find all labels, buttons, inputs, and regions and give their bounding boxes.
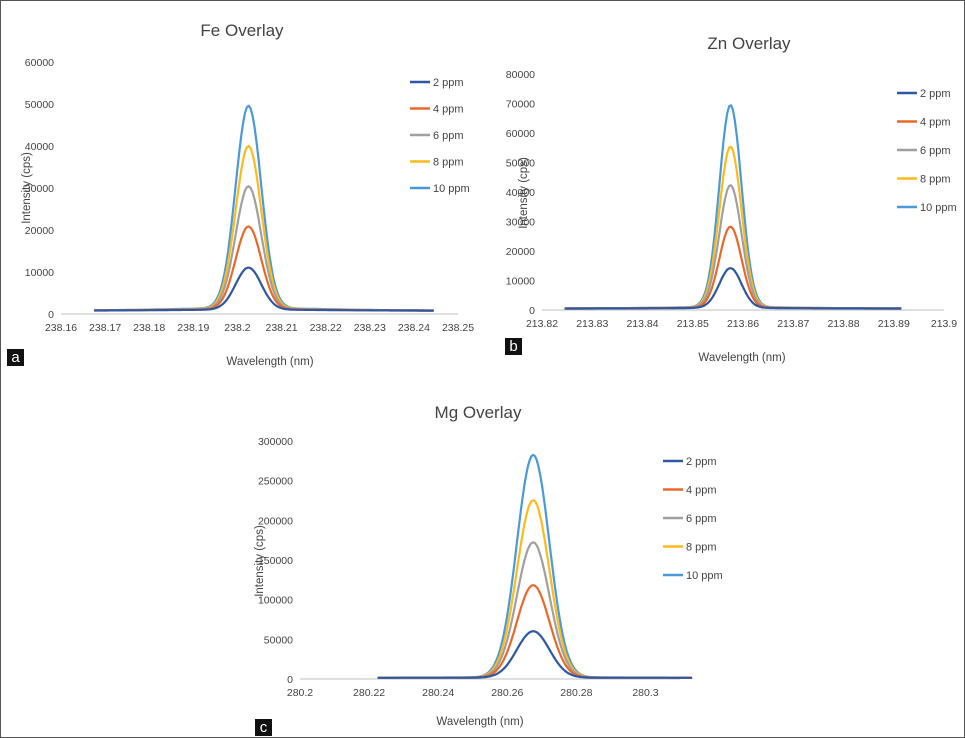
fe-y-tick-label: 0 [48,309,54,321]
panel-label-a: a [7,349,24,366]
zn-legend-label: 6 ppm [920,145,951,157]
fe-series-line-10-ppm [94,104,434,312]
zn-y-tick-label: 20000 [506,246,535,258]
mg-y-tick-label: 150000 [258,555,293,567]
mg-y-tick-label: 50000 [264,634,293,646]
zn-y-tick-label: 0 [529,305,535,317]
mg-x-tick-label: 280.28 [560,687,592,699]
zn-series-line-2-ppm [564,267,902,310]
zn-legend-label: 4 ppm [920,117,951,129]
fe-y-tick-label: 40000 [25,141,54,153]
zn-x-tick-label: 213.83 [576,318,608,330]
zn-x-tick-label: 213.9 [931,318,957,330]
mg-legend-label: 4 ppm [686,485,717,497]
fe-x-tick-label: 238.16 [45,322,77,334]
fe-legend-label: 10 ppm [433,183,470,195]
zn-y-tick-label: 50000 [506,158,535,170]
fe-series-line-2-ppm [94,266,434,312]
zn-series-line-10-ppm [564,104,902,310]
fe-x-tick-label: 238.21 [265,322,297,334]
zn-x-tick-label: 213.82 [526,318,558,330]
zn-y-tick-label: 60000 [506,128,535,140]
mg-series-line-2-ppm [377,630,693,679]
mg-x-axis-label: Wavelength (nm) [436,716,523,728]
panel-label-b: b [505,338,522,355]
fe-y-tick-label: 20000 [25,225,54,237]
fe-x-tick-label: 238.22 [310,322,342,334]
fe-legend-label: 4 ppm [433,104,464,116]
mg-legend-label: 10 ppm [686,570,723,582]
mg-x-tick-label: 280.3 [632,687,658,699]
zn-legend-label: 10 ppm [920,202,957,214]
fe-legend-label: 2 ppm [433,77,464,89]
zn-x-tick-label: 213.89 [878,318,910,330]
fe-y-tick-label: 10000 [25,267,54,279]
mg-series-line-6-ppm [377,541,693,679]
zn-y-tick-label: 30000 [506,217,535,229]
fe-x-tick-label: 238.19 [177,322,209,334]
mg-legend-label: 2 ppm [686,456,717,468]
zn-legend-label: 8 ppm [920,174,951,186]
zn-x-tick-label: 213.86 [727,318,759,330]
mg-x-tick-label: 280.24 [422,687,454,699]
mg-x-tick-label: 280.2 [287,687,313,699]
mg-series-line-8-ppm [377,499,693,679]
mg-y-tick-label: 100000 [258,595,293,607]
zn-series-line-4-ppm [564,225,902,310]
fe-x-tick-label: 238.24 [398,322,430,334]
mg-y-tick-label: 250000 [258,476,293,488]
zn-x-tick-label: 213.87 [777,318,809,330]
mg-overlay-chart: Mg Overlay 280.2 280.22 280.24 280.26 280.28 2… [254,403,723,728]
mg-x-tick-label: 280.26 [491,687,523,699]
zn-y-tick-label: 10000 [506,276,535,288]
mg-chart-title: Mg Overlay [435,403,522,422]
mg-y-tick-label: 0 [287,674,293,686]
fe-series-line-4-ppm [94,225,434,312]
mg-y-tick-label: 200000 [258,515,293,527]
zn-chart-title: Zn Overlay [707,34,791,53]
fe-x-tick-label: 238.25 [442,322,474,334]
zn-x-axis-label: Wavelength (nm) [698,352,785,364]
fe-y-tick-label: 60000 [25,57,54,69]
zn-x-tick-label: 213.84 [626,318,658,330]
zn-y-axis-label: Intensity (cps) [518,157,530,229]
mg-series-line-10-ppm [377,453,693,679]
fe-legend-label: 6 ppm [433,130,464,142]
zn-legend-label: 2 ppm [920,88,951,100]
zn-y-tick-label: 40000 [506,187,535,199]
zn-series-line-6-ppm [564,184,902,310]
zn-y-tick-label: 80000 [506,69,535,81]
fe-x-tick-label: 238.2 [224,322,250,334]
mg-x-tick-label: 280.22 [353,687,385,699]
fe-y-tick-label: 30000 [25,183,54,195]
fe-legend-label: 8 ppm [433,157,464,169]
fe-chart-title: Fe Overlay [200,21,284,40]
mg-y-axis-label: Intensity (cps) [254,525,266,597]
zn-x-tick-label: 213.85 [677,318,709,330]
fe-x-tick-label: 238.17 [89,322,121,334]
zn-y-tick-label: 70000 [506,99,535,111]
panel-label-c: c [255,719,272,736]
fe-y-tick-label: 50000 [25,99,54,111]
fe-x-axis-label: Wavelength (nm) [226,356,313,368]
zn-x-tick-label: 213.88 [827,318,859,330]
fe-series-line-8-ppm [94,144,434,312]
mg-legend-label: 6 ppm [686,513,717,525]
mg-y-tick-label: 300000 [258,436,293,448]
zn-overlay-chart: Zn Overlay 213.82 213.83 213.84 213.85 213.86… [506,34,957,364]
fe-x-tick-label: 238.18 [133,322,165,334]
fe-x-tick-label: 238.23 [354,322,386,334]
mg-legend-label: 8 ppm [686,542,717,554]
fe-y-axis-label: Intensity (cps) [21,152,33,224]
